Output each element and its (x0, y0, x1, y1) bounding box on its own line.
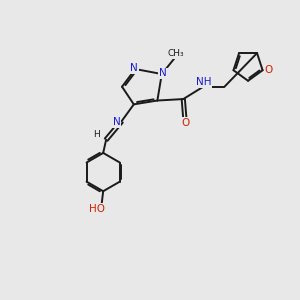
Text: O: O (181, 118, 189, 128)
Text: CH₃: CH₃ (167, 49, 184, 58)
Text: H: H (93, 130, 100, 139)
Text: NH: NH (196, 77, 211, 87)
Text: N: N (112, 117, 120, 127)
Text: N: N (159, 68, 167, 78)
Text: N: N (130, 63, 138, 74)
Text: O: O (264, 64, 273, 75)
Text: HO: HO (89, 204, 105, 214)
